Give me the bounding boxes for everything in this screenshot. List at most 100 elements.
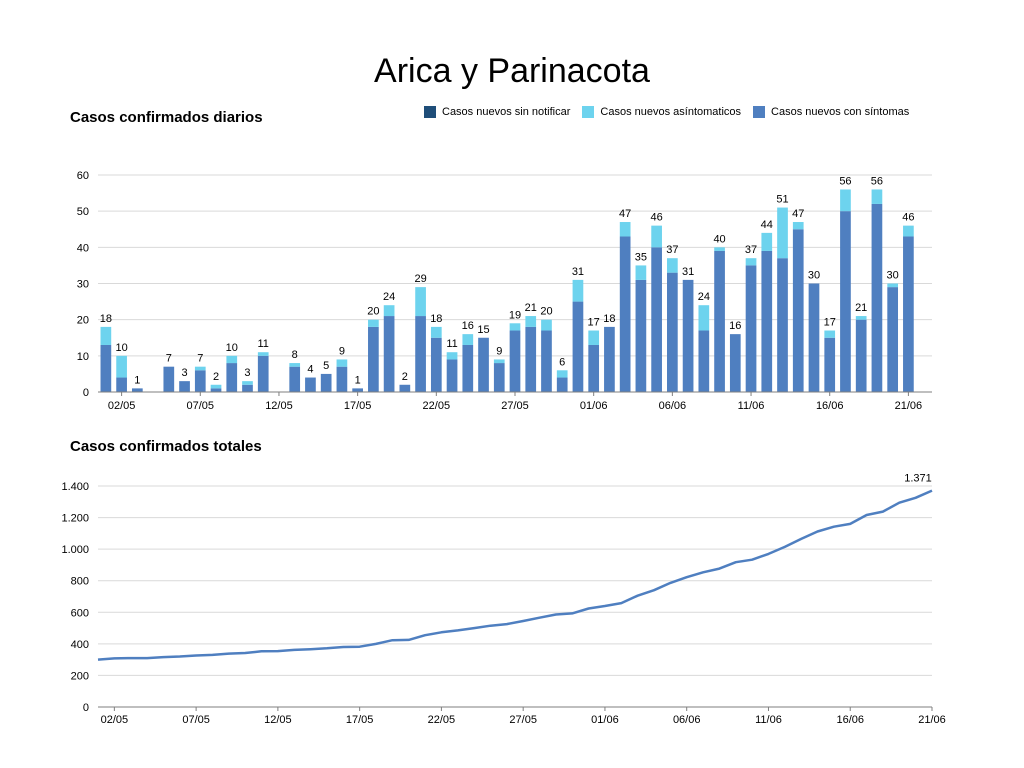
total-y-tick-label: 600 (71, 607, 89, 619)
daily-bar-total-label: 37 (666, 244, 678, 256)
daily-bar-sintomas (289, 366, 301, 392)
daily-bar-asintomaticos (493, 359, 505, 364)
daily-bar-asintomaticos (745, 258, 757, 266)
daily-y-tick-label: 0 (83, 387, 89, 399)
daily-bar-total-label: 20 (540, 306, 552, 318)
daily-bar-total-label: 47 (619, 208, 631, 220)
daily-bar-sintomas (525, 326, 537, 392)
daily-bar-asintomaticos (887, 283, 899, 288)
daily-bar-sintomas (320, 373, 332, 392)
daily-bar-sintomas (871, 203, 883, 392)
daily-bar-asintomaticos (383, 305, 395, 317)
daily-bar-total-label: 24 (383, 291, 395, 303)
daily-bar-total-label: 9 (339, 345, 345, 357)
total-x-tick-label: 22/05 (428, 714, 456, 726)
daily-bar-sintomas (840, 211, 851, 392)
legend-swatch-sin-notificar (424, 106, 436, 118)
daily-chart-title: Casos confirmados diarios (70, 109, 263, 126)
daily-bar-total-label: 30 (808, 270, 820, 282)
daily-bar-total-label: 1 (134, 374, 140, 386)
total-y-tick-label: 800 (71, 576, 89, 588)
daily-bar-sintomas (305, 377, 316, 392)
daily-bar-total-label: 18 (430, 313, 442, 325)
daily-bar-sintomas (100, 344, 112, 392)
daily-bar-asintomaticos (100, 326, 112, 345)
legend-label-sin-notificar: Casos nuevos sin notificar (442, 106, 571, 118)
daily-bar-total-label: 44 (761, 219, 773, 231)
daily-bar-sintomas (808, 283, 820, 392)
daily-bar-sintomas (415, 316, 426, 392)
total-y-tick-label: 1.000 (61, 544, 89, 556)
daily-bar-total-label: 46 (650, 212, 662, 224)
daily-bar-total-label: 9 (496, 345, 502, 357)
daily-bar-total-label: 24 (698, 291, 710, 303)
total-y-tick-label: 1.400 (61, 481, 89, 493)
daily-bar-total-label: 11 (446, 338, 457, 350)
daily-y-tick-label: 30 (77, 279, 89, 291)
daily-y-tick-label: 50 (77, 206, 89, 218)
daily-bar-sintomas (667, 272, 678, 392)
daily-bar-total-label: 51 (776, 194, 788, 206)
daily-x-tick-label: 21/06 (895, 400, 923, 412)
total-x-tick-label: 11/06 (755, 714, 782, 726)
daily-bar-total-label: 2 (402, 371, 408, 383)
daily-bar-total-label: 37 (745, 244, 757, 256)
daily-bar-total-label: 17 (824, 317, 836, 329)
daily-bar-sintomas (399, 384, 411, 392)
daily-bar-total-label: 56 (839, 175, 851, 187)
total-x-tick-label: 27/05 (509, 714, 537, 726)
daily-bar-total-label: 31 (572, 266, 584, 278)
daily-x-tick-label: 12/05 (265, 400, 293, 412)
daily-bar-total-label: 29 (414, 273, 426, 285)
daily-bar-sintomas (698, 330, 710, 392)
daily-bar-total-label: 21 (525, 302, 537, 314)
daily-bar-sintomas (903, 236, 914, 392)
daily-bar-asintomaticos (714, 247, 725, 251)
total-last-value-label: 1.371 (904, 473, 932, 485)
daily-x-tick-label: 01/06 (580, 400, 608, 412)
daily-bar-asintomaticos (336, 359, 348, 367)
daily-bar-total-label: 15 (477, 324, 489, 336)
daily-bar-asintomaticos (667, 258, 678, 273)
total-y-tick-label: 0 (83, 702, 89, 714)
daily-x-tick-label: 06/06 (659, 400, 687, 412)
daily-bar-total-label: 10 (226, 342, 238, 354)
daily-bar-sintomas (179, 381, 190, 392)
daily-bar-sintomas (242, 384, 253, 392)
daily-bar-asintomaticos (368, 319, 379, 327)
daily-x-tick-label: 27/05 (501, 400, 529, 412)
daily-bar-asintomaticos (619, 222, 631, 237)
daily-bar-asintomaticos (572, 279, 584, 302)
daily-bar-sintomas (194, 370, 206, 392)
daily-x-tick-label: 02/05 (108, 400, 136, 412)
daily-bar-total-label: 47 (792, 208, 804, 220)
daily-bar-asintomaticos (226, 355, 238, 364)
legend-label-asintomaticos: Casos nuevos asíntomaticos (600, 106, 742, 118)
daily-x-tick-label: 07/05 (187, 400, 215, 412)
daily-bar-asintomaticos (194, 366, 206, 371)
daily-bar-sintomas (556, 377, 568, 392)
daily-y-tick-label: 20 (77, 315, 89, 327)
daily-chart-legend: Casos nuevos sin notificar Casos nuevos … (424, 106, 921, 118)
daily-y-tick-label: 10 (77, 351, 89, 363)
daily-bar-sintomas (761, 250, 773, 392)
daily-bar-sintomas (792, 229, 804, 392)
daily-bar-asintomaticos (588, 330, 600, 345)
daily-bar-total-label: 16 (462, 320, 474, 332)
daily-bar-sintomas (210, 388, 222, 392)
total-series-line (97, 489, 933, 661)
daily-bar-asintomaticos (871, 189, 883, 204)
daily-bar-sintomas (257, 355, 269, 392)
daily-bar-total-label: 5 (323, 360, 329, 372)
daily-bar-asintomaticos (777, 207, 788, 259)
daily-bar-sintomas (478, 337, 489, 392)
daily-bar-total-label: 1 (355, 374, 361, 386)
daily-bar-sintomas (226, 363, 238, 392)
daily-bar-sintomas (493, 363, 505, 392)
daily-bar-total-label: 56 (871, 175, 883, 187)
daily-y-tick-label: 60 (77, 170, 89, 182)
daily-bar-total-label: 8 (292, 349, 298, 361)
daily-bar-sintomas (887, 287, 899, 392)
